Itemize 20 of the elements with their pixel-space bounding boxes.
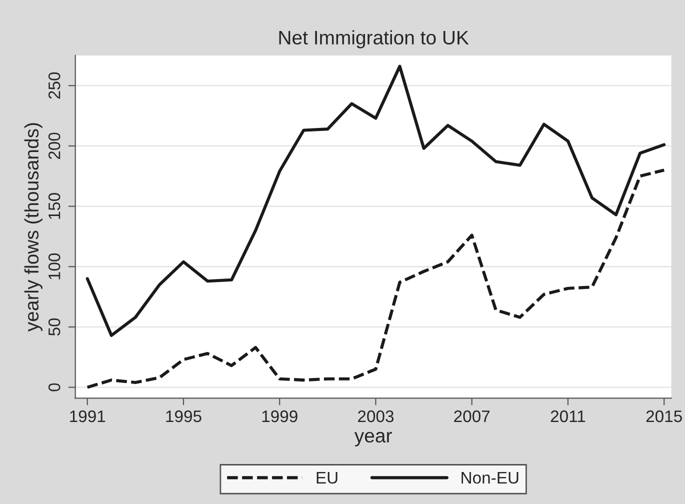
line-series <box>86 64 666 337</box>
x-tick-label: 1991 <box>70 410 106 422</box>
y-tick-label: 50 <box>48 318 60 336</box>
legend-label: Non-EU <box>462 472 518 484</box>
x-axis-title: year <box>354 432 392 446</box>
y-tick-label: 200 <box>48 132 60 160</box>
y-tick-label: 0 <box>48 383 60 392</box>
y-tick-label: 150 <box>48 193 60 219</box>
x-tick-label: 2003 <box>358 410 394 422</box>
legend-label: EU <box>316 472 338 484</box>
y-tick-label: 250 <box>48 72 60 99</box>
x-tick-label: 2011 <box>550 410 586 422</box>
x-tick-label: 2015 <box>646 410 682 422</box>
y-tick-label: 100 <box>48 253 60 280</box>
y-axis-title: yearly flows (thousands) <box>24 123 42 332</box>
x-tick-label: 1999 <box>262 410 298 422</box>
line-series <box>86 168 666 389</box>
x-tick-label: 2007 <box>454 410 490 422</box>
chart-title: Net Immigration to UK <box>279 30 469 48</box>
x-tick-label: 1995 <box>166 410 202 422</box>
